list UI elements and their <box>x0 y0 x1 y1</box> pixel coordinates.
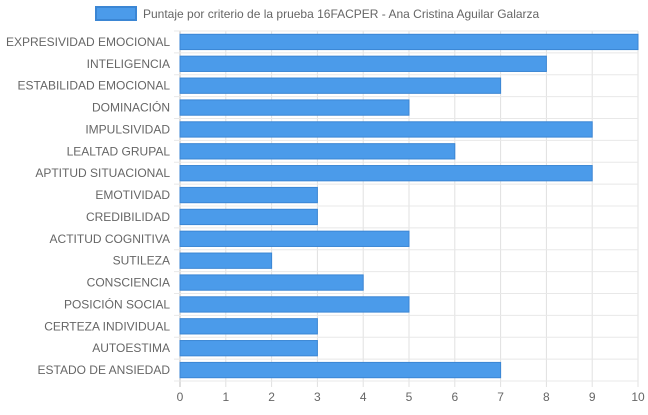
category-label: ACTITUD COGNITIVA <box>50 232 170 246</box>
x-tick-label: 1 <box>222 390 229 404</box>
category-labels: EXPRESIVIDAD EMOCIONAL INTELIGENCIA ESTABI… <box>6 35 170 377</box>
bar[interactable] <box>179 296 410 313</box>
bars <box>179 33 639 379</box>
x-tick-label: 8 <box>543 390 550 404</box>
x-tick-label: 3 <box>314 390 321 404</box>
x-axis-ticks: 0 1 2 3 4 5 6 7 8 9 10 <box>177 390 645 404</box>
category-label: LEALTAD GRUPAL <box>67 144 171 158</box>
x-tick-label: 5 <box>406 390 413 404</box>
category-label: AUTOESTIMA <box>92 341 170 355</box>
bar[interactable] <box>179 77 502 94</box>
bar[interactable] <box>179 340 318 357</box>
bar[interactable] <box>179 121 593 138</box>
bar[interactable] <box>179 252 273 269</box>
category-label: ESTADO DE ANSIEDAD <box>38 363 171 377</box>
x-tick-label: 0 <box>177 390 184 404</box>
category-label: SUTILEZA <box>113 254 170 268</box>
legend[interactable]: Puntaje por criterio de la prueba 16FACP… <box>95 6 540 21</box>
category-label: CERTEZA INDIVIDUAL <box>44 319 170 333</box>
bar[interactable] <box>179 165 593 182</box>
category-label: ESTABILIDAD EMOCIONAL <box>18 79 171 93</box>
legend-label: Puntaje por criterio de la prueba 16FACP… <box>143 7 540 21</box>
bar[interactable] <box>179 186 318 204</box>
x-tick-label: 9 <box>589 390 596 404</box>
bar[interactable] <box>179 99 410 116</box>
category-label: EMOTIVIDAD <box>95 188 170 202</box>
bar[interactable] <box>179 55 547 72</box>
category-label: APTITUD SITUACIONAL <box>35 166 170 180</box>
x-tick-label: 2 <box>268 390 275 404</box>
bar[interactable] <box>179 230 410 247</box>
category-label: IMPULSIVIDAD <box>85 122 170 136</box>
category-label: CONSCIENCIA <box>87 276 170 290</box>
category-label: DOMINACIÓN <box>92 100 170 115</box>
category-label: CREDIBILIDAD <box>86 210 170 224</box>
category-label: EXPRESIVIDAD EMOCIONAL <box>6 35 170 49</box>
legend-swatch <box>95 6 137 21</box>
x-tick-label: 7 <box>497 390 504 404</box>
category-label: INTELIGENCIA <box>87 57 170 71</box>
x-tick-label: 10 <box>631 390 645 404</box>
bar[interactable] <box>179 318 318 335</box>
bar[interactable] <box>179 274 364 291</box>
bar[interactable] <box>179 143 456 160</box>
bar[interactable] <box>179 33 639 51</box>
bar[interactable] <box>179 208 318 226</box>
category-label: POSICIÓN SOCIAL <box>64 296 170 311</box>
x-tick-label: 6 <box>451 390 458 404</box>
x-tick-label: 4 <box>360 390 367 404</box>
bar[interactable] <box>179 361 502 379</box>
